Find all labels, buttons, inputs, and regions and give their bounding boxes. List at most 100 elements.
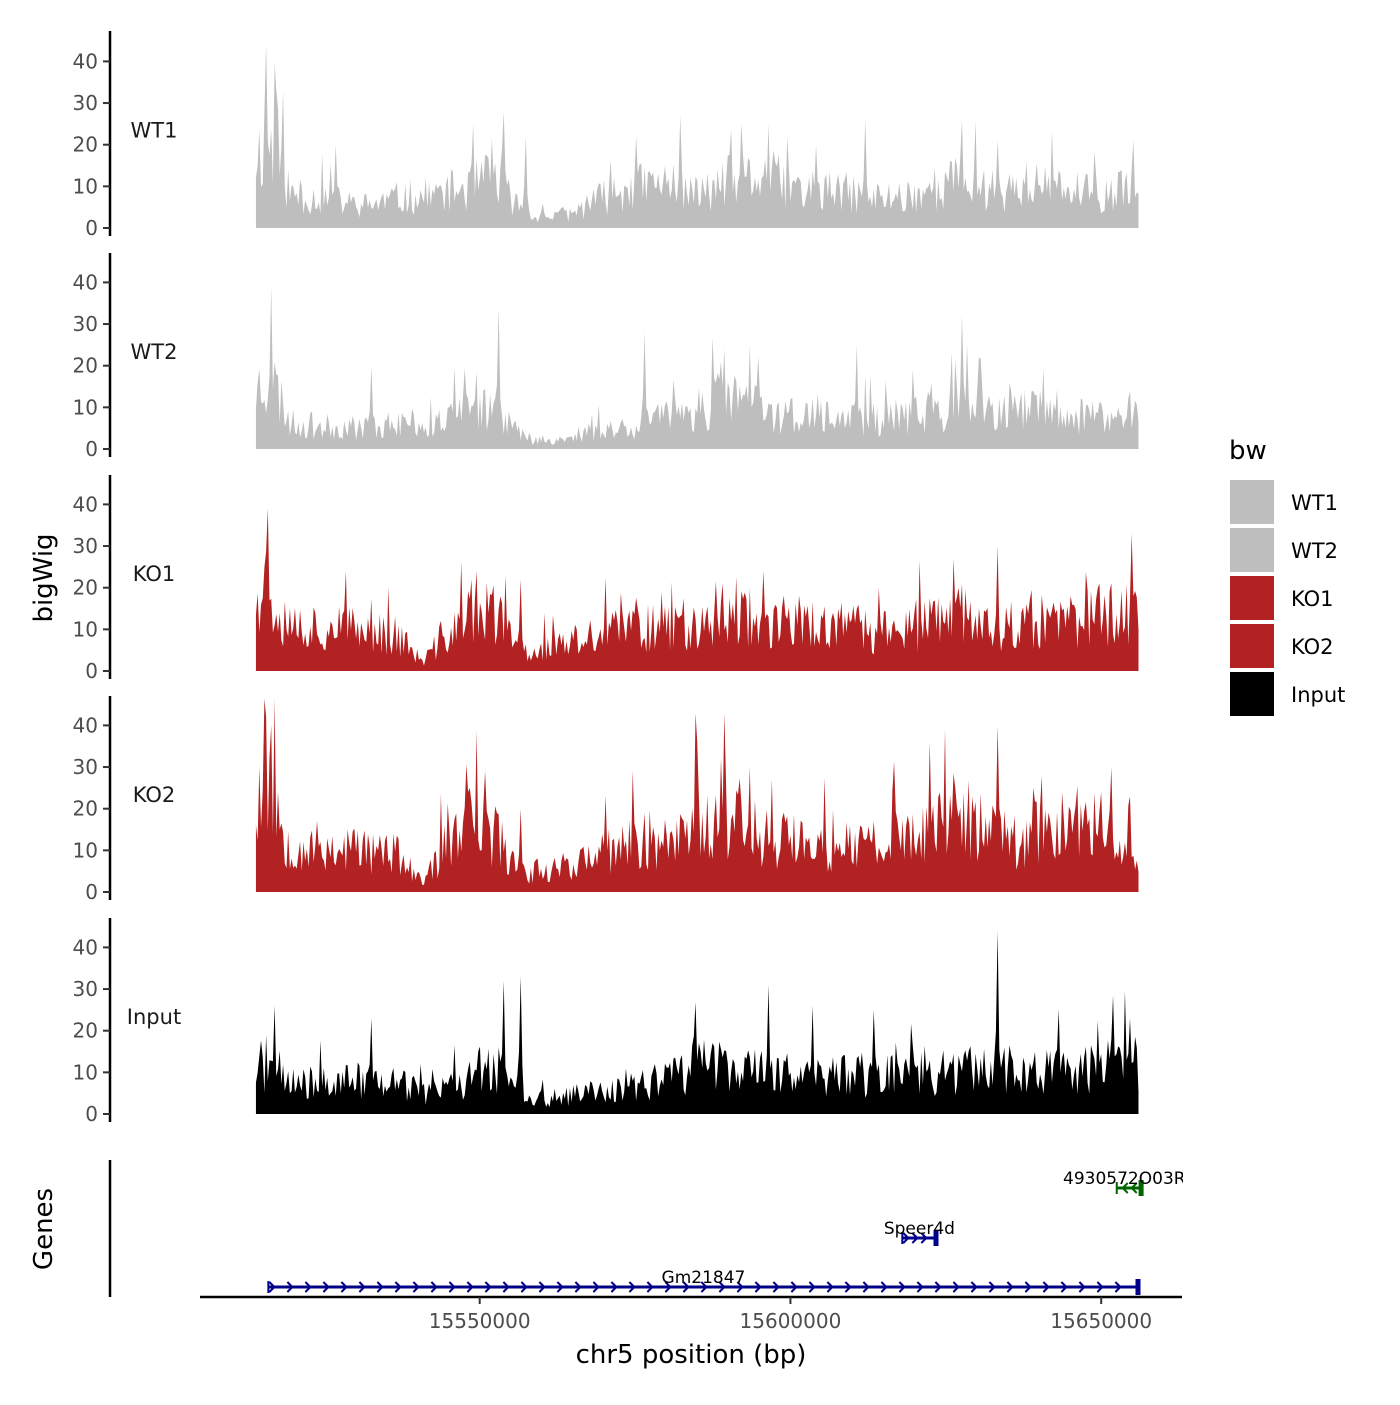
y-tick-label: 20 (73, 133, 98, 157)
track-ko1: 0 10 20 30 40 KO1 (73, 475, 1139, 683)
y-tick-label: 40 (73, 713, 98, 737)
strand-arrow (520, 1281, 528, 1293)
legend-swatch-input (1230, 672, 1274, 716)
y-tick-label: 10 (73, 1060, 98, 1084)
y-tick-label: 30 (73, 977, 98, 1001)
y-tick-label: 30 (73, 755, 98, 779)
gene-label: 4930572O03Rik (1063, 1169, 1200, 1189)
legend-label: KO1 (1291, 587, 1334, 611)
legend: WT1 WT2 KO1 KO2 Input (1230, 480, 1345, 716)
strand-arrow (646, 1281, 654, 1293)
strand-arrow (466, 1281, 474, 1293)
y-tick-label: 0 (85, 659, 98, 683)
strand-arrow (718, 1281, 726, 1293)
legend-swatch-ko2 (1230, 624, 1274, 668)
y-axis-title: bigWig (29, 533, 59, 622)
strand-arrow (970, 1281, 978, 1293)
genes-panel: Gm21847 Speer4d 4930572O03Rik (108, 1160, 1200, 1297)
gene-4930572o03rik: 4930572O03Rik (1063, 1169, 1200, 1196)
y-tick-label: 20 (73, 797, 98, 821)
strand-arrow (376, 1281, 384, 1293)
strand-arrow (610, 1281, 618, 1293)
strand-arrow (736, 1281, 744, 1293)
gene-end-exon (933, 1230, 939, 1246)
strand-arrow (1078, 1281, 1086, 1293)
gene-label: Gm21847 (662, 1268, 746, 1288)
y-tick-label: 30 (73, 534, 98, 558)
strand-arrow (920, 1232, 928, 1244)
x-tick-label: 15650000 (1050, 1309, 1152, 1333)
gene-end-exon (1138, 1180, 1144, 1196)
strand-arrow (538, 1281, 546, 1293)
strand-arrow (340, 1281, 348, 1293)
strand-arrow (448, 1281, 456, 1293)
track-label: Input (127, 1005, 181, 1029)
strand-arrow (826, 1281, 834, 1293)
gene-speer4d: Speer4d (884, 1219, 955, 1246)
strand-arrow (430, 1281, 438, 1293)
strand-arrow (898, 1281, 906, 1293)
strand-arrow (911, 1232, 919, 1244)
strand-arrow (574, 1281, 582, 1293)
y-tick-label: 40 (73, 49, 98, 73)
gene-label: Speer4d (884, 1219, 955, 1239)
strand-arrow (1024, 1281, 1032, 1293)
strand-arrow (628, 1281, 636, 1293)
legend-label: WT1 (1291, 491, 1338, 515)
y-tick-label: 40 (73, 270, 98, 294)
legend-swatch-wt2 (1230, 528, 1274, 572)
gene-gm21847: Gm21847 (267, 1268, 1141, 1295)
strand-arrow (790, 1281, 798, 1293)
strand-arrow (1114, 1281, 1122, 1293)
y-tick-label: 0 (85, 437, 98, 461)
coverage-area-input (255, 930, 1139, 1114)
y-tick-label: 20 (73, 576, 98, 600)
strand-arrow (880, 1281, 888, 1293)
strand-arrow (916, 1281, 924, 1293)
y-tick-label: 0 (85, 216, 98, 240)
x-tick-label: 15550000 (429, 1309, 531, 1333)
strand-arrow (1096, 1281, 1104, 1293)
x-axis-title: chr5 position (bp) (576, 1340, 807, 1370)
genes-axis-title: Genes (29, 1188, 59, 1270)
y-tick-label: 10 (73, 395, 98, 419)
strand-arrow (844, 1281, 852, 1293)
track-wt2: 0 10 20 30 40 WT2 (73, 253, 1139, 461)
strand-arrow (988, 1281, 996, 1293)
track-label: KO2 (133, 783, 176, 807)
coverage-tracks: 0 10 20 30 40 WT1 0 10 20 30 40 WT2 0 10 20 30 40 KO1 0 10 2… (73, 31, 1139, 1126)
strand-arrow (592, 1281, 600, 1293)
gene-end-exon (1135, 1279, 1141, 1295)
strand-arrow (902, 1232, 910, 1244)
strand-arrow (394, 1281, 402, 1293)
track-label: WT1 (131, 119, 178, 143)
strand-arrow (934, 1281, 942, 1293)
coverage-area-ko1 (255, 508, 1139, 671)
legend-label: KO2 (1291, 635, 1334, 659)
x-axis: 15550000 15600000 15650000 (200, 1295, 1182, 1333)
legend-label: WT2 (1291, 539, 1338, 563)
strand-arrow (322, 1281, 330, 1293)
y-tick-label: 30 (73, 91, 98, 115)
y-tick-label: 20 (73, 1019, 98, 1043)
legend-swatch-ko1 (1230, 576, 1274, 620)
y-tick-label: 30 (73, 312, 98, 336)
strand-arrow (664, 1281, 672, 1293)
strand-arrow (304, 1281, 312, 1293)
strand-arrow (862, 1281, 870, 1293)
track-label: KO1 (133, 562, 176, 586)
coverage-area-ko2 (255, 698, 1139, 892)
strand-arrow (682, 1281, 690, 1293)
y-tick-label: 40 (73, 492, 98, 516)
legend-swatch-wt1 (1230, 480, 1274, 524)
strand-arrow (700, 1281, 708, 1293)
y-tick-label: 40 (73, 935, 98, 959)
strand-arrow (412, 1281, 420, 1293)
legend-label: Input (1291, 683, 1345, 707)
track-input: 0 10 20 30 40 Input (73, 918, 1139, 1126)
y-tick-label: 0 (85, 1102, 98, 1126)
y-tick-label: 0 (85, 880, 98, 904)
coverage-area-wt1 (255, 44, 1139, 228)
x-tick-label: 15600000 (740, 1309, 842, 1333)
